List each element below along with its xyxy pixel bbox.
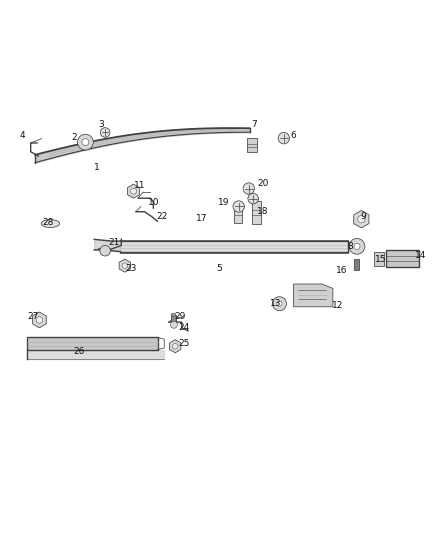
Bar (386, 250, 419, 268)
Text: 4: 4 (19, 131, 25, 140)
Text: 15: 15 (375, 255, 387, 264)
Text: 19: 19 (218, 198, 229, 207)
Text: 24: 24 (178, 324, 190, 332)
Circle shape (349, 238, 365, 254)
Ellipse shape (171, 313, 176, 316)
Text: 25: 25 (178, 338, 190, 348)
Text: 22: 22 (156, 212, 168, 221)
Bar (234, 203, 242, 223)
Circle shape (100, 246, 110, 256)
Text: 5: 5 (216, 264, 222, 273)
Bar (374, 253, 384, 265)
Bar (247, 138, 257, 152)
Polygon shape (32, 312, 46, 328)
Circle shape (272, 297, 286, 311)
Circle shape (354, 243, 360, 249)
Polygon shape (170, 340, 181, 353)
Text: 16: 16 (336, 266, 347, 276)
Circle shape (358, 215, 365, 223)
Text: 21: 21 (108, 238, 120, 247)
Circle shape (278, 133, 290, 144)
Polygon shape (354, 211, 369, 228)
Text: 6: 6 (290, 131, 297, 140)
Ellipse shape (41, 220, 60, 228)
Circle shape (131, 188, 137, 194)
Text: 18: 18 (257, 207, 268, 216)
Circle shape (173, 343, 178, 349)
Text: 3: 3 (98, 119, 104, 128)
Bar (171, 314, 176, 324)
Circle shape (78, 134, 93, 150)
Text: 26: 26 (73, 348, 85, 357)
Circle shape (243, 183, 254, 194)
Circle shape (82, 139, 89, 146)
Polygon shape (293, 284, 333, 307)
Circle shape (100, 128, 110, 138)
Text: 20: 20 (257, 179, 268, 188)
Text: 7: 7 (251, 119, 257, 128)
Text: 11: 11 (134, 181, 146, 190)
Text: 27: 27 (27, 312, 39, 321)
Text: 9: 9 (360, 212, 367, 221)
Text: 28: 28 (42, 218, 54, 227)
Text: 13: 13 (270, 299, 282, 308)
Text: 12: 12 (332, 302, 343, 310)
Circle shape (233, 201, 244, 212)
Circle shape (248, 193, 258, 204)
Circle shape (122, 263, 127, 269)
Bar (252, 201, 261, 223)
Circle shape (36, 317, 43, 323)
Text: 23: 23 (126, 264, 137, 273)
Bar (27, 337, 158, 350)
Text: 8: 8 (347, 243, 353, 251)
Polygon shape (127, 184, 140, 198)
Text: 1: 1 (93, 164, 99, 173)
Text: 2: 2 (72, 133, 77, 142)
Text: 14: 14 (415, 251, 426, 260)
Text: 29: 29 (174, 312, 185, 321)
Circle shape (170, 321, 177, 328)
Circle shape (277, 301, 282, 306)
Bar (354, 259, 359, 270)
Polygon shape (119, 259, 131, 272)
Text: 10: 10 (148, 198, 159, 207)
Text: 17: 17 (196, 214, 207, 223)
